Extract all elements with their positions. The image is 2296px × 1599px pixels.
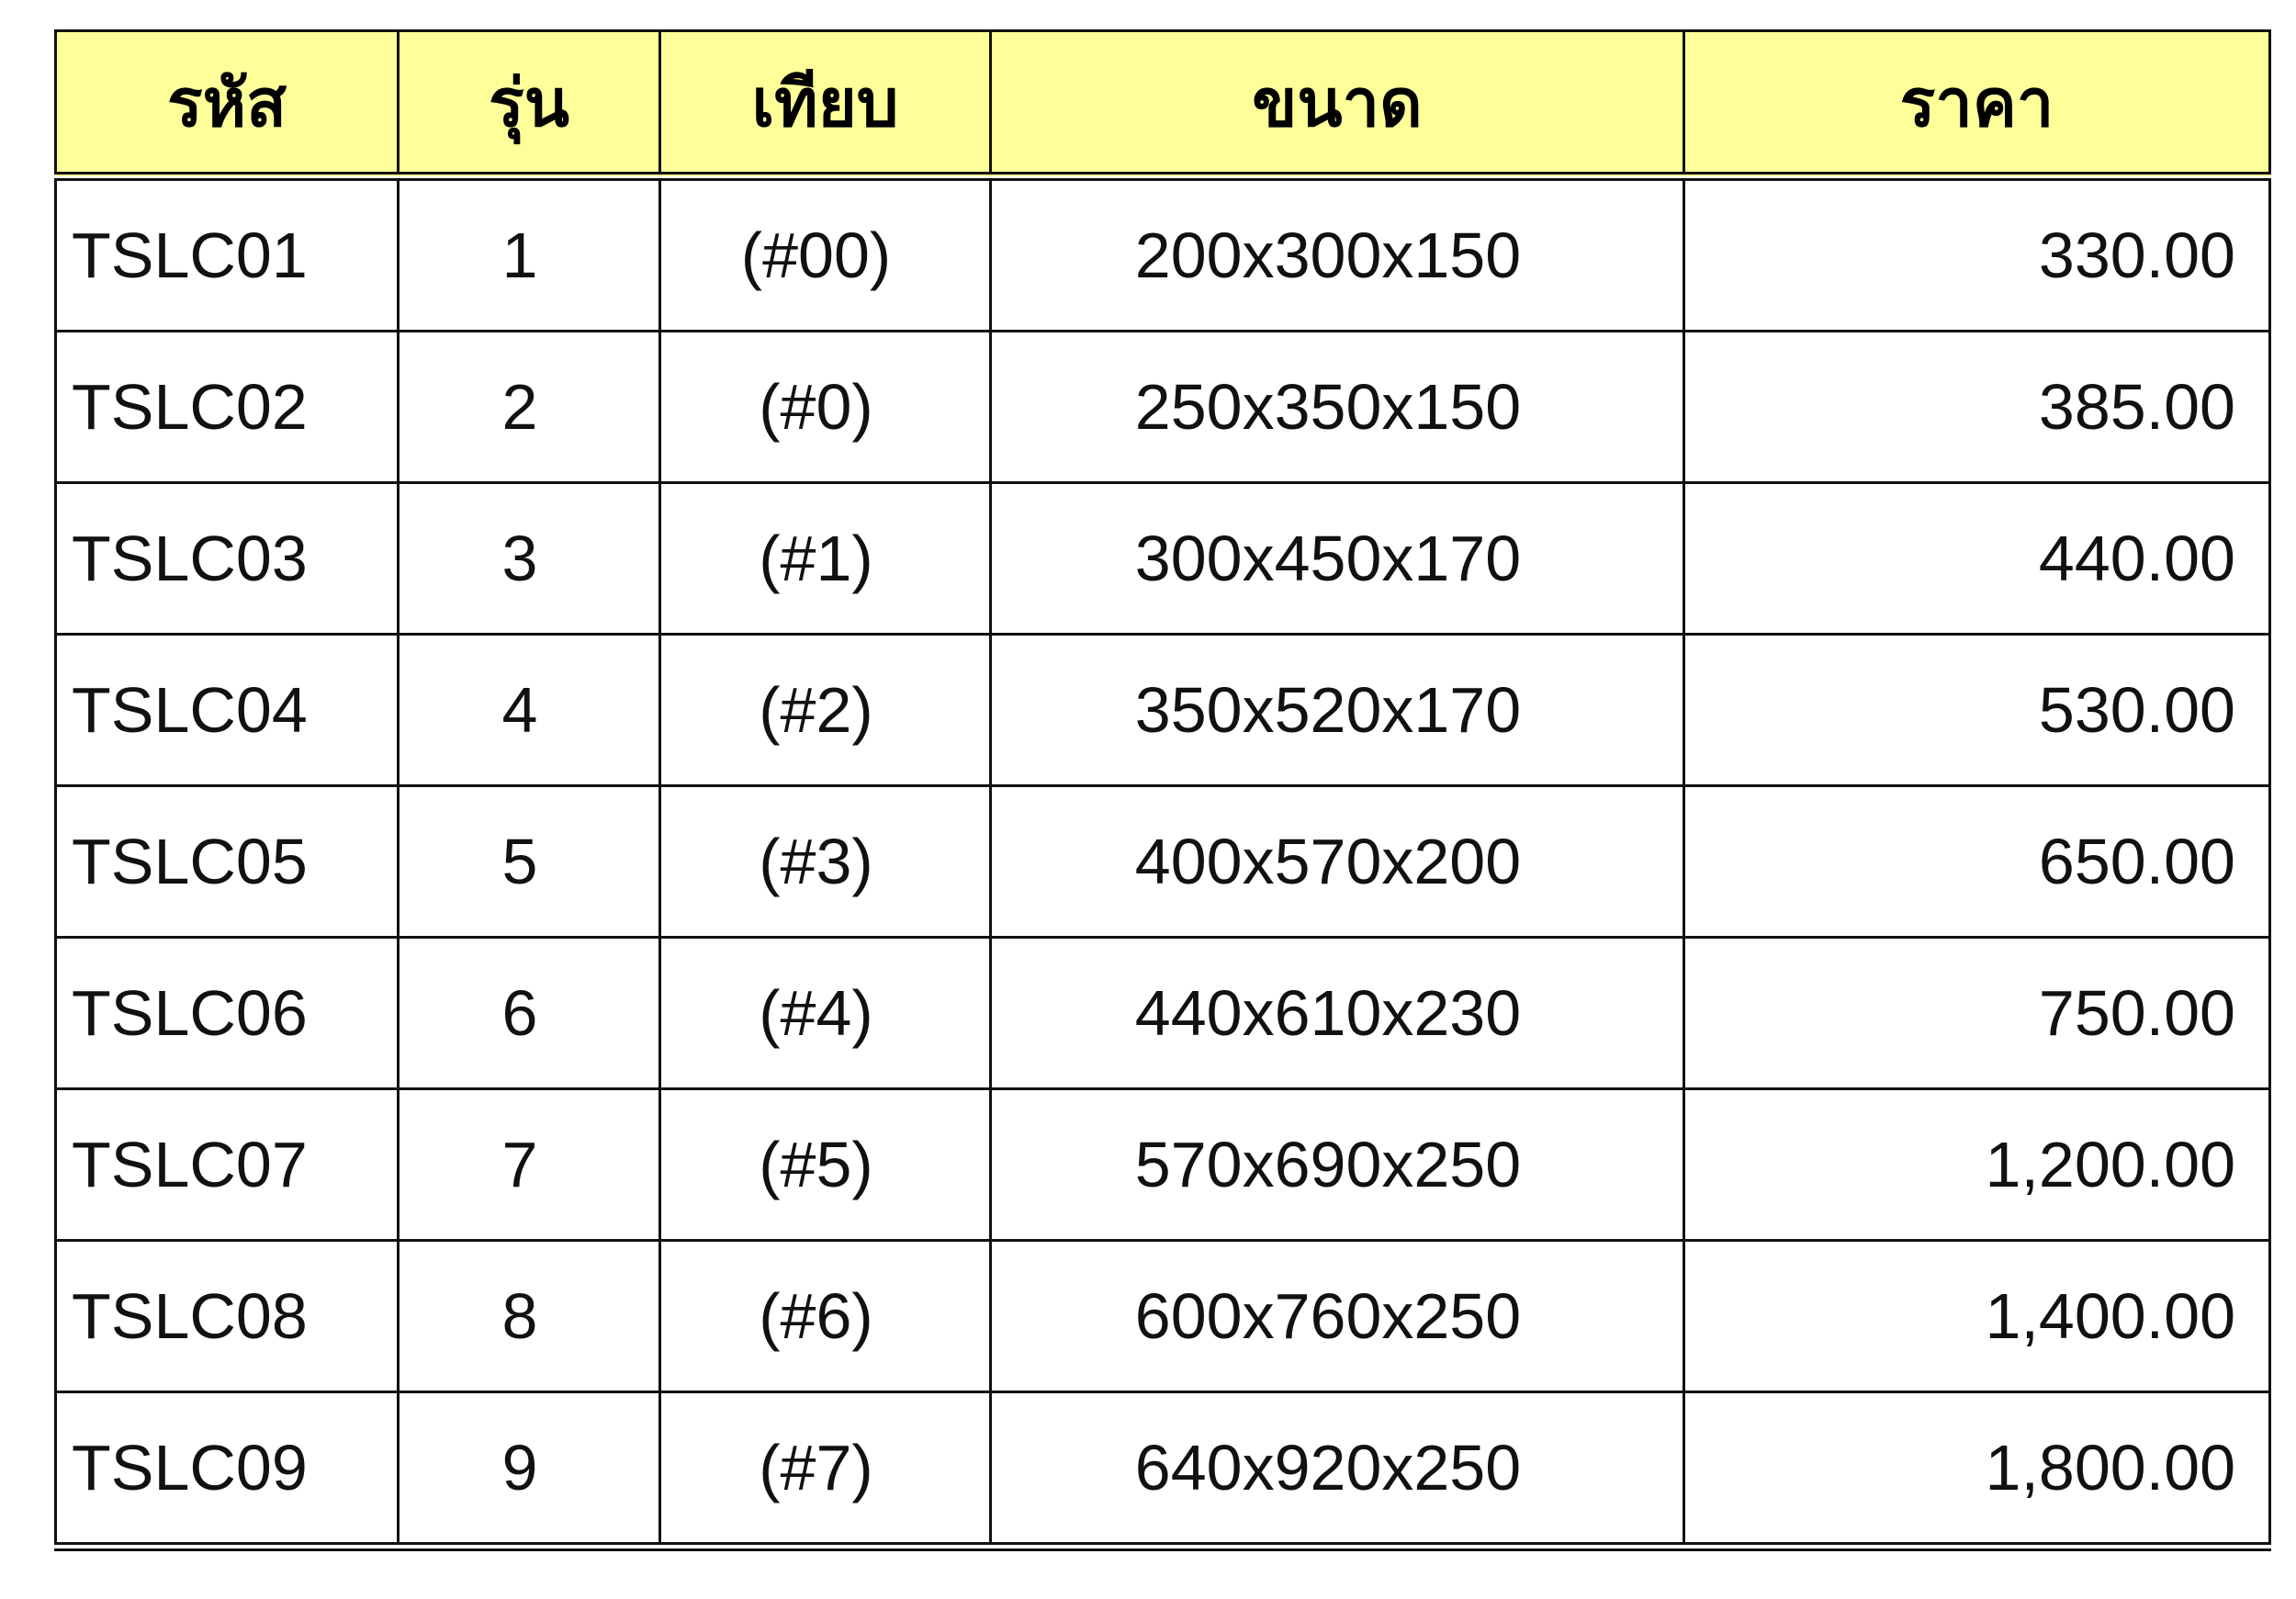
cell-model: 2	[397, 330, 661, 484]
header-code: รหัส	[54, 29, 400, 181]
cell-code: TSLC08	[54, 1239, 400, 1393]
cell-model: 7	[397, 1087, 661, 1242]
cell-equivalent: (#5)	[658, 1087, 992, 1242]
table-row: TSLC07 7 (#5) 570x690x250 1,200.00	[54, 1087, 2271, 1242]
cell-equivalent: (#4)	[658, 936, 992, 1090]
cell-price: 530.00	[1683, 633, 2271, 787]
cell-equivalent: (#3)	[658, 784, 992, 939]
cell-price: 1,800.00	[1683, 1391, 2271, 1551]
table-row: TSLC04 4 (#2) 350x520x170 530.00	[54, 633, 2271, 787]
table-row: TSLC06 6 (#4) 440x610x230 750.00	[54, 936, 2271, 1090]
cell-price: 1,400.00	[1683, 1239, 2271, 1393]
header-model: รุ่น	[397, 29, 661, 181]
cell-model: 4	[397, 633, 661, 787]
cell-size: 640x920x250	[989, 1391, 1685, 1551]
table-row: TSLC03 3 (#1) 300x450x170 440.00	[54, 481, 2271, 636]
cell-size: 200x300x150	[989, 175, 1685, 332]
cell-model: 9	[397, 1391, 661, 1551]
cell-model: 5	[397, 784, 661, 939]
cell-price: 440.00	[1683, 481, 2271, 636]
cell-model: 8	[397, 1239, 661, 1393]
table-row: TSLC09 9 (#7) 640x920x250 1,800.00	[54, 1391, 2271, 1551]
cell-model: 1	[397, 175, 661, 332]
cell-price: 1,200.00	[1683, 1087, 2271, 1242]
cell-size: 570x690x250	[989, 1087, 1685, 1242]
cell-equivalent: (#0)	[658, 330, 992, 484]
cell-price: 650.00	[1683, 784, 2271, 939]
cell-size: 440x610x230	[989, 936, 1685, 1090]
header-size: ขนาด	[989, 29, 1685, 181]
cell-equivalent: (#1)	[658, 481, 992, 636]
cell-equivalent: (#7)	[658, 1391, 992, 1551]
cell-code: TSLC04	[54, 633, 400, 787]
cell-size: 350x520x170	[989, 633, 1685, 787]
cell-code: TSLC02	[54, 330, 400, 484]
cell-code: TSLC03	[54, 481, 400, 636]
header-row: รหัส รุ่น เทียบ ขนาด ราคา	[54, 29, 2271, 181]
cell-equivalent: (#2)	[658, 633, 992, 787]
cell-price: 750.00	[1683, 936, 2271, 1090]
cell-code: TSLC01	[54, 175, 400, 332]
cell-price: 385.00	[1683, 330, 2271, 484]
cell-code: TSLC07	[54, 1087, 400, 1242]
cell-code: TSLC05	[54, 784, 400, 939]
price-table: รหัส รุ่น เทียบ ขนาด ราคา TSLC01 1 (#00) 20…	[54, 29, 2271, 1551]
table-row: TSLC05 5 (#3) 400x570x200 650.00	[54, 784, 2271, 939]
table-row: TSLC02 2 (#0) 250x350x150 385.00	[54, 330, 2271, 484]
cell-equivalent: (#6)	[658, 1239, 992, 1393]
cell-code: TSLC06	[54, 936, 400, 1090]
cell-size: 250x350x150	[989, 330, 1685, 484]
table-row: TSLC08 8 (#6) 600x760x250 1,400.00	[54, 1239, 2271, 1393]
cell-price: 330.00	[1683, 175, 2271, 332]
cell-size: 400x570x200	[989, 784, 1685, 939]
header-equivalent: เทียบ	[658, 29, 992, 181]
cell-size: 600x760x250	[989, 1239, 1685, 1393]
cell-size: 300x450x170	[989, 481, 1685, 636]
cell-model: 6	[397, 936, 661, 1090]
cell-equivalent: (#00)	[658, 175, 992, 332]
cell-model: 3	[397, 481, 661, 636]
table-row: TSLC01 1 (#00) 200x300x150 330.00	[54, 175, 2271, 332]
cell-code: TSLC09	[54, 1391, 400, 1551]
header-price: ราคา	[1683, 29, 2271, 181]
